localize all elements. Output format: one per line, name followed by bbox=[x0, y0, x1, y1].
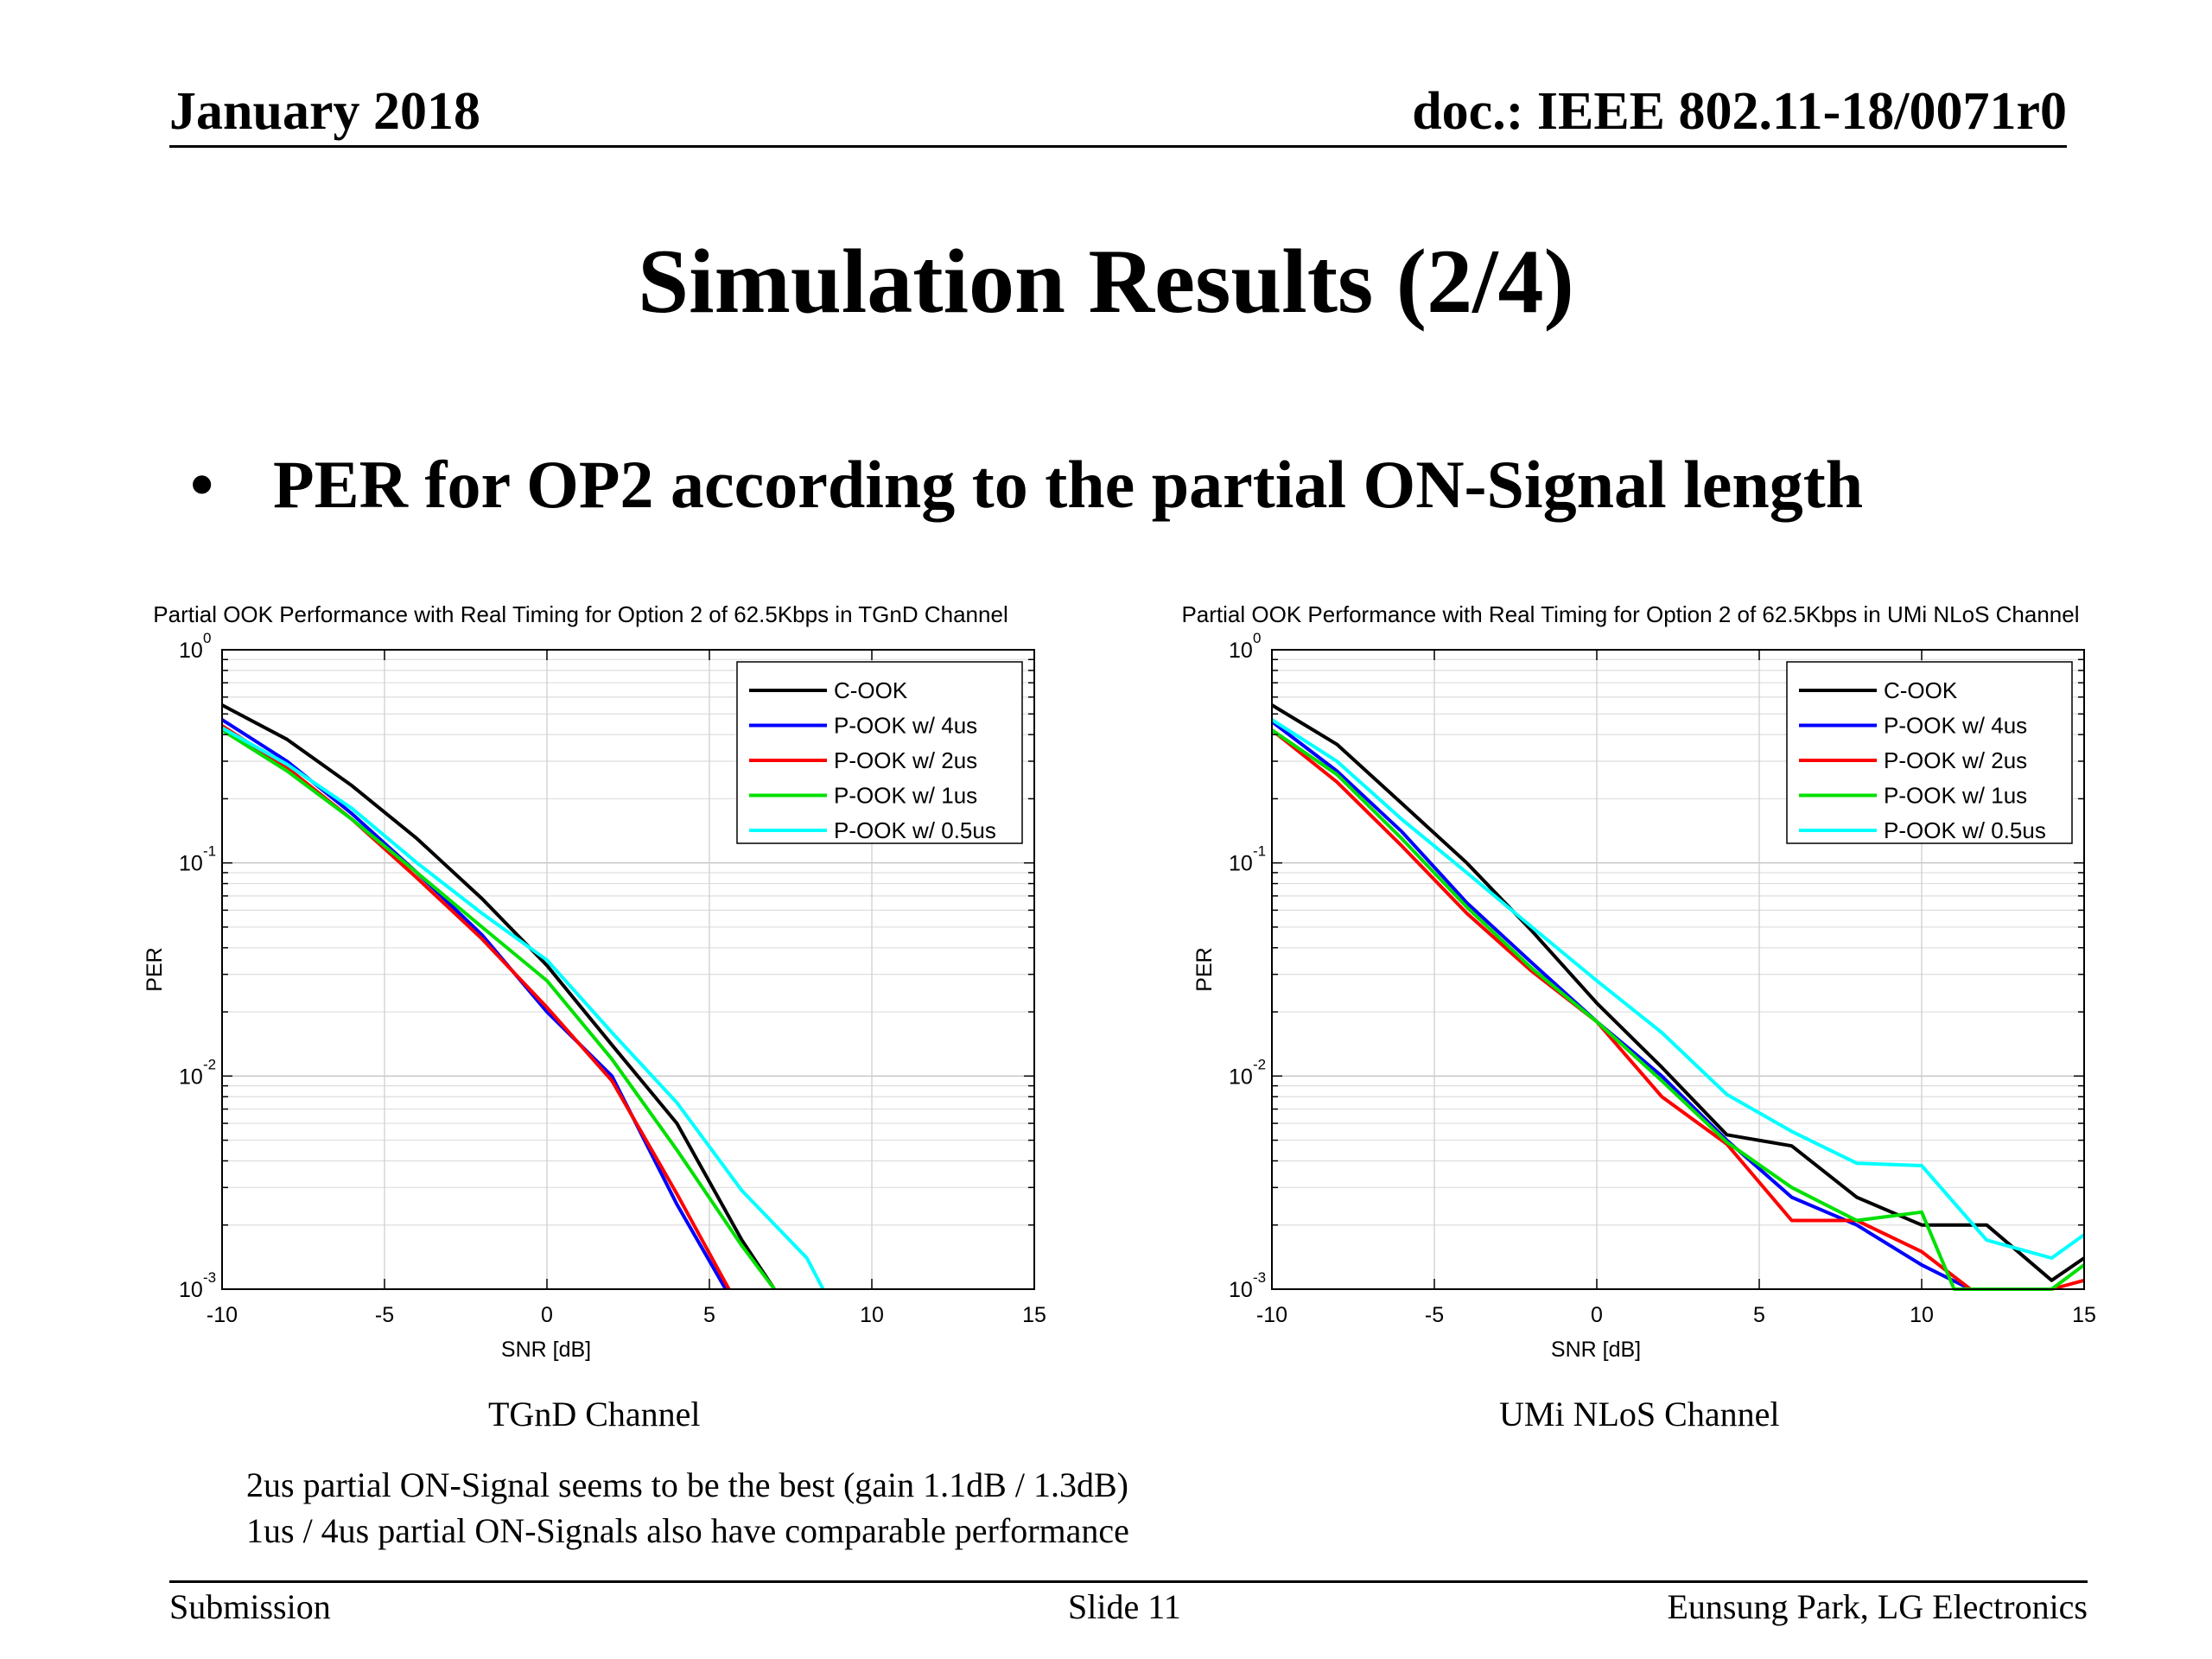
x-axis-label: SNR [dB] bbox=[1551, 1338, 1641, 1362]
chart-title: Partial OOK Performance with Real Timing… bbox=[153, 601, 1007, 627]
per-chart-umi-nlos: Partial OOK Performance with Real Timing… bbox=[1181, 601, 2096, 1362]
y-tick-exponent-3: -3 bbox=[203, 1269, 216, 1286]
y-tick-exponent-0: 0 bbox=[203, 630, 211, 646]
chart-title: Partial OOK Performance with Real Timing… bbox=[1181, 601, 2079, 627]
axis-ticks bbox=[221, 650, 1035, 1290]
y-tick-label-3: 10 bbox=[179, 1278, 203, 1302]
y-tick-label-1: 10 bbox=[179, 852, 203, 876]
legend-label-3: P-OOK w/ 1us bbox=[1884, 783, 2027, 809]
slide-title: Simulation Results (2/4) bbox=[638, 231, 1574, 332]
x-axis-label: SNR [dB] bbox=[501, 1338, 591, 1362]
note-line-2: 1us / 4us partial ON-Signals also have c… bbox=[246, 1511, 1129, 1550]
x-tick-label-0: -10 bbox=[1256, 1303, 1287, 1327]
x-tick-label-1: -5 bbox=[1425, 1303, 1444, 1327]
caption-tgnd: TGnD Channel bbox=[488, 1395, 701, 1433]
x-tick-label-4: 10 bbox=[1910, 1303, 1934, 1327]
y-tick-exponent-2: -2 bbox=[1253, 1056, 1266, 1072]
y-axis-label: PER bbox=[1192, 947, 1217, 991]
y-tick-exponent-1: -1 bbox=[1253, 843, 1266, 860]
legend: C-OOK P-OOK w/ 4us P-OOK w/ 2us P-OOK w/ 1u… bbox=[736, 661, 1023, 844]
series-line-3 bbox=[220, 728, 776, 1291]
legend-label-2: P-OOK w/ 2us bbox=[834, 747, 977, 773]
y-tick-label-0: 10 bbox=[179, 639, 203, 663]
x-tick-label-5: 15 bbox=[1022, 1303, 1046, 1327]
y-tick-exponent-0: 0 bbox=[1253, 630, 1261, 646]
legend-label-3: P-OOK w/ 1us bbox=[834, 783, 977, 809]
footer-author: Eunsung Park, LG Electronics bbox=[1667, 1587, 2088, 1626]
y-tick-label-2: 10 bbox=[1229, 1065, 1253, 1089]
plot-frame bbox=[221, 649, 1035, 1290]
y-axis-label: PER bbox=[143, 947, 167, 991]
legend-label-1: P-OOK w/ 4us bbox=[1884, 713, 2027, 739]
series-line-2 bbox=[1270, 728, 2085, 1291]
note-line-1: 2us partial ON-Signal seems to be the be… bbox=[246, 1465, 1128, 1504]
x-tick-label-2: 0 bbox=[541, 1303, 553, 1327]
bullet-symbol: • bbox=[190, 447, 214, 522]
x-tick-label-2: 0 bbox=[1591, 1303, 1603, 1327]
series-line-4 bbox=[1270, 718, 2086, 1260]
header-date: January 2018 bbox=[169, 82, 480, 141]
legend-label-1: P-OOK w/ 4us bbox=[834, 713, 977, 739]
y-tick-label-0: 10 bbox=[1229, 639, 1253, 663]
series-line-1 bbox=[1270, 720, 1972, 1291]
series-line-0 bbox=[1270, 703, 2086, 1282]
header-doc-id: doc.: IEEE 802.11-18/0071r0 bbox=[1412, 82, 2067, 141]
x-tick-label-0: -10 bbox=[207, 1303, 238, 1327]
y-tick-label-3: 10 bbox=[1229, 1278, 1253, 1302]
footer-submission: Submission bbox=[169, 1587, 331, 1626]
legend-label-2: P-OOK w/ 2us bbox=[1884, 747, 2027, 773]
y-tick-exponent-2: -2 bbox=[203, 1056, 216, 1072]
plot-frame bbox=[1271, 649, 2085, 1290]
x-tick-label-3: 5 bbox=[703, 1303, 715, 1327]
series-line-2 bbox=[220, 724, 731, 1290]
caption-umi-nlos: UMi NLoS Channel bbox=[1499, 1395, 1780, 1433]
x-tick-label-4: 10 bbox=[860, 1303, 884, 1327]
y-tick-exponent-1: -1 bbox=[203, 843, 216, 860]
series-line-1 bbox=[220, 718, 728, 1290]
legend: C-OOK P-OOK w/ 4us P-OOK w/ 2us P-OOK w/ 1u… bbox=[1786, 661, 2073, 844]
x-tick-label-5: 15 bbox=[2072, 1303, 2096, 1327]
y-tick-label-1: 10 bbox=[1229, 852, 1253, 876]
series-line-4 bbox=[221, 726, 825, 1290]
legend-label-0: C-OOK bbox=[834, 677, 908, 703]
bullet-item: • PER for OP2 according to the partial ON… bbox=[190, 448, 1863, 522]
bullet-text: PER for OP2 according to the partial ON-… bbox=[273, 447, 1864, 522]
header-rule bbox=[169, 145, 2067, 148]
y-tick-exponent-3: -3 bbox=[1253, 1269, 1266, 1286]
series-line-0 bbox=[221, 703, 776, 1291]
footer-rule bbox=[169, 1580, 2088, 1583]
per-chart-tgnd: Partial OOK Performance with Real Timing… bbox=[143, 601, 1046, 1362]
x-tick-label-1: -5 bbox=[375, 1303, 394, 1327]
legend-label-4: P-OOK w/ 0.5us bbox=[834, 817, 996, 843]
legend-label-0: C-OOK bbox=[1884, 677, 1958, 703]
x-tick-label-3: 5 bbox=[1753, 1303, 1765, 1327]
footer-slide-number: Slide 11 bbox=[1068, 1587, 1181, 1626]
y-tick-label-2: 10 bbox=[179, 1065, 203, 1089]
legend-label-4: P-OOK w/ 0.5us bbox=[1884, 817, 2046, 843]
axis-ticks bbox=[1271, 650, 2085, 1290]
